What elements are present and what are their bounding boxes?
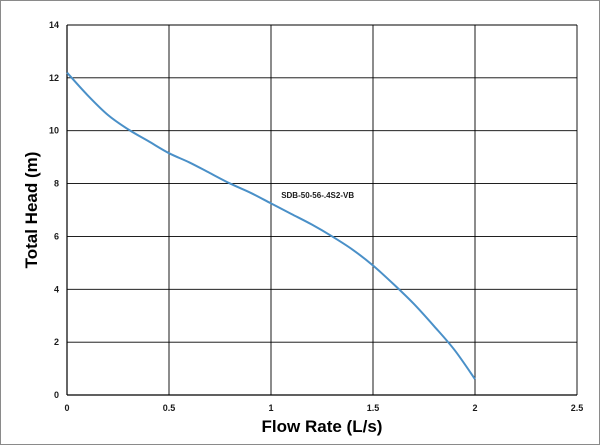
y-tick-label: 10 (49, 126, 59, 136)
x-tick-label: 1 (268, 403, 273, 413)
y-gridlines (67, 24, 577, 396)
series-annotation: SDB-50-56-.4S2-VB (281, 191, 354, 200)
x-tick-label: 1.5 (367, 403, 380, 413)
y-tick-label: 12 (49, 73, 59, 83)
y-tick-labels: 0 2 4 6 8 10 12 14 (49, 20, 59, 400)
y-tick-label: 6 (54, 231, 59, 241)
y-tick-label: 2 (54, 337, 59, 347)
annotation-layer: SDB-50-56-.4S2-VB (281, 191, 354, 200)
y-tick-label: 14 (49, 20, 59, 30)
x-tick-labels: 0 0.5 1 1.5 2 2.5 (64, 403, 583, 413)
series-line-0 (66, 71, 476, 380)
x-tick-label: 0.5 (163, 403, 176, 413)
plot-area (67, 25, 577, 395)
y-tick-label: 4 (54, 284, 59, 294)
x-tick-label: 0 (64, 403, 69, 413)
y-tick-label: 8 (54, 179, 59, 189)
x-tick-label: 2.5 (571, 403, 584, 413)
series-layer (66, 71, 476, 380)
x-axis-title: Flow Rate (L/s) (262, 417, 383, 436)
y-tick-label: 0 (54, 390, 59, 400)
x-gridlines (66, 25, 578, 395)
x-tick-label: 2 (472, 403, 477, 413)
y-axis-title: Total Head (m) (22, 152, 41, 269)
